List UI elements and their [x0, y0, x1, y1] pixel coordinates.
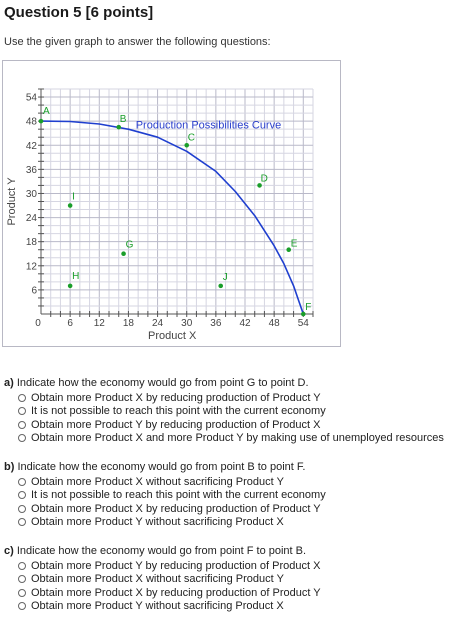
- option-text: Obtain more Product X without sacrificin…: [31, 573, 284, 586]
- radio-button[interactable]: [18, 518, 26, 527]
- option-a-2[interactable]: It is not possible to reach this point w…: [18, 405, 472, 419]
- option-a-1[interactable]: Obtain more Product X by reducing produc…: [18, 391, 472, 405]
- question-c: c) Indicate how the economy would go fro…: [4, 544, 472, 613]
- point-e: [286, 247, 292, 253]
- point-label-h: H: [72, 271, 79, 282]
- question-intro: Use the given graph to answer the follow…: [4, 36, 271, 48]
- point-label-f: F: [305, 302, 311, 313]
- option-c-3[interactable]: Obtain more Product X by reducing produc…: [18, 586, 472, 600]
- point-label-c: C: [188, 132, 195, 143]
- point-a: [38, 118, 44, 124]
- question-prompt: c) Indicate how the economy would go fro…: [4, 544, 472, 558]
- x-tick-label: 42: [239, 318, 251, 329]
- question-text: Indicate how the economy would go from p…: [13, 545, 307, 557]
- option-a-3[interactable]: Obtain more Product Y by reducing produc…: [18, 418, 472, 432]
- x-tick-label: 48: [269, 318, 281, 329]
- y-tick-label: 6: [31, 285, 37, 296]
- y-tick-label: 12: [26, 261, 38, 272]
- radio-button[interactable]: [18, 561, 26, 570]
- option-text: Obtain more Product X by reducing produc…: [31, 586, 321, 599]
- ppc-curve: [40, 120, 305, 315]
- point-d: [257, 183, 262, 188]
- point-label-e: E: [291, 239, 298, 250]
- question-letter: b): [4, 461, 15, 473]
- question-letter: a): [4, 377, 14, 389]
- y-axis-label: Product Y: [6, 177, 18, 226]
- option-text: Obtain more Product X and more Product Y…: [31, 432, 444, 445]
- radio-button[interactable]: [18, 575, 26, 584]
- question-prompt: a) Indicate how the economy would go fro…: [4, 376, 472, 390]
- point-label-b: B: [120, 114, 127, 125]
- point-label-g: G: [126, 240, 134, 251]
- option-text: It is not possible to reach this point w…: [31, 489, 326, 502]
- x-tick-label: 36: [210, 318, 222, 329]
- question-text: Indicate how the economy would go from p…: [14, 461, 306, 473]
- option-text: Obtain more Product Y without sacrificin…: [31, 600, 284, 613]
- question-prompt: b) Indicate how the economy would go fro…: [4, 460, 472, 474]
- question-b: b) Indicate how the economy would go fro…: [4, 460, 472, 529]
- option-c-2[interactable]: Obtain more Product X without sacrificin…: [18, 573, 472, 587]
- radio-button[interactable]: [18, 477, 26, 486]
- y-tick-label: 54: [26, 93, 38, 104]
- option-c-4[interactable]: Obtain more Product Y without sacrificin…: [18, 600, 472, 614]
- questions-section: a) Indicate how the economy would go fro…: [4, 376, 472, 628]
- point-label-j: J: [223, 272, 228, 283]
- x-tick-label: 18: [123, 318, 135, 329]
- y-tick-label: 24: [26, 213, 38, 224]
- y-tick-label: 18: [26, 237, 38, 248]
- option-c-1[interactable]: Obtain more Product Y by reducing produc…: [18, 559, 472, 573]
- option-a-4[interactable]: Obtain more Product X and more Product Y…: [18, 432, 472, 446]
- radio-button[interactable]: [18, 420, 26, 429]
- option-text: Obtain more Product Y by reducing produc…: [31, 418, 321, 431]
- option-text: Obtain more Product X by reducing produc…: [31, 391, 321, 404]
- option-text: Obtain more Product Y without sacrificin…: [31, 516, 284, 529]
- point-g: [121, 251, 126, 257]
- curve-label: Production Possibilities Curve: [136, 119, 282, 131]
- point-label-i: I: [72, 192, 75, 203]
- point-f: [300, 311, 306, 317]
- radio-button[interactable]: [18, 434, 26, 443]
- radio-button[interactable]: [18, 407, 26, 416]
- option-b-1[interactable]: Obtain more Product X without sacrificin…: [18, 475, 472, 489]
- point-b: [116, 124, 122, 130]
- point-h: [67, 283, 73, 289]
- question-title: Question 5 [6 points]: [4, 4, 154, 21]
- x-axis-label: Product X: [148, 330, 197, 342]
- radio-button[interactable]: [18, 504, 26, 513]
- point-label-a: A: [43, 106, 50, 117]
- point-c: [184, 142, 190, 148]
- radio-button[interactable]: [18, 588, 26, 597]
- ppc-chart: 0 6 12 18 24 30 36 42 48 54 6 12 18 24 30 36 42 48 54 Produ…: [6, 88, 314, 342]
- option-b-4[interactable]: Obtain more Product Y without sacrificin…: [18, 516, 472, 530]
- radio-button[interactable]: [18, 491, 26, 500]
- point-i: [67, 203, 73, 208]
- question-text: Indicate how the economy would go from p…: [13, 377, 309, 389]
- graph-frame: 0 6 12 18 24 30 36 42 48 54 6 12 18 24 30 36 42 48 54 Produ…: [2, 60, 341, 347]
- y-tick-label: 30: [26, 189, 38, 200]
- x-tick-label: 24: [152, 318, 164, 329]
- x-tick-label: 54: [298, 318, 310, 329]
- x-tick-label: 12: [94, 318, 106, 329]
- x-tick-label: 0: [35, 318, 41, 329]
- option-text: Obtain more Product X without sacrificin…: [31, 475, 284, 488]
- point-j: [218, 283, 224, 289]
- x-tick-label: 30: [181, 318, 193, 329]
- option-text: It is not possible to reach this point w…: [31, 405, 326, 418]
- point-label-d: D: [261, 173, 268, 184]
- option-text: Obtain more Product Y by reducing produc…: [31, 559, 321, 572]
- question-letter: c): [4, 545, 14, 557]
- y-tick-label: 42: [26, 141, 38, 152]
- option-text: Obtain more Product X by reducing produc…: [31, 502, 321, 515]
- y-tick-label: 48: [26, 117, 38, 128]
- x-tick-label: 6: [67, 318, 73, 329]
- question-a: a) Indicate how the economy would go fro…: [4, 376, 472, 445]
- option-b-3[interactable]: Obtain more Product X by reducing produc…: [18, 502, 472, 516]
- radio-button[interactable]: [18, 602, 26, 611]
- option-b-2[interactable]: It is not possible to reach this point w…: [18, 489, 472, 503]
- y-tick-label: 36: [26, 165, 38, 176]
- radio-button[interactable]: [18, 393, 26, 402]
